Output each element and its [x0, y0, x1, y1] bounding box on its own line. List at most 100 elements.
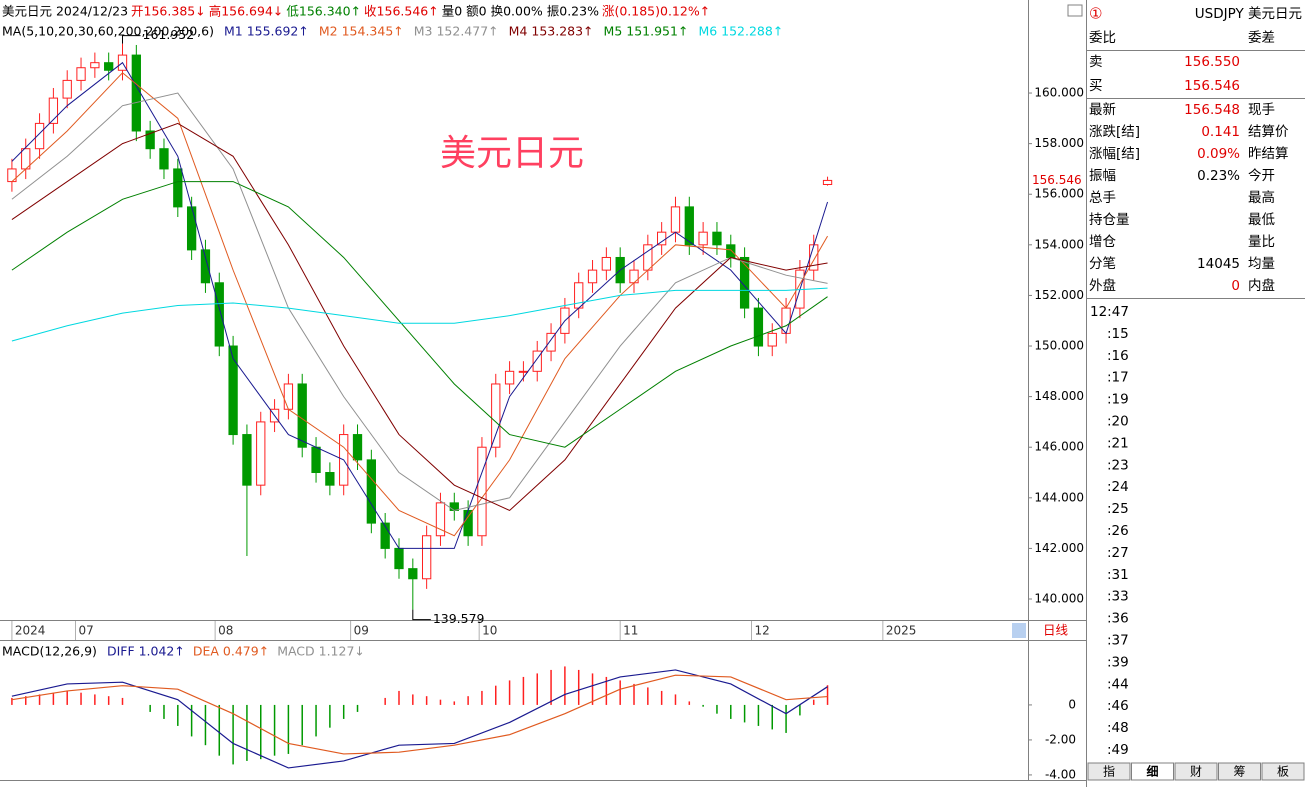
tab[interactable]	[1131, 762, 1174, 781]
row-value: 0	[1231, 278, 1240, 294]
tick-time: :44	[1107, 676, 1129, 692]
row-label: 总手	[1089, 190, 1116, 206]
legend-item: M2 154.345↑	[319, 24, 404, 39]
header-item: 低156.340↑	[286, 4, 361, 19]
row-label: 卖	[1089, 54, 1103, 70]
tab[interactable]	[1261, 762, 1305, 781]
tick-time: :49	[1107, 742, 1129, 758]
tab-label[interactable]: 细	[1146, 764, 1158, 779]
row-label: 昨结算	[1248, 146, 1289, 162]
candle-body	[380, 522, 390, 549]
tab-label[interactable]: 筹	[1233, 765, 1245, 779]
y-tick-label: -4.00	[1045, 767, 1076, 781]
y-tick-label: 160.000	[1034, 86, 1084, 100]
y-tick-label: 154.000	[1034, 237, 1084, 251]
tab-label[interactable]: 指	[1103, 764, 1115, 779]
header-item: 涨(0.185)0.12%↑	[602, 4, 710, 19]
candle-body	[532, 350, 542, 372]
y-tick-label: 156.000	[1034, 187, 1084, 201]
candle-body	[256, 421, 266, 486]
ma-line	[11, 72, 828, 537]
last-price-label: 156.546	[1032, 173, 1082, 187]
x-tick-label: 12	[755, 624, 770, 638]
row-label: 委比	[1089, 30, 1116, 46]
candle-body	[394, 547, 404, 570]
candle-body	[518, 370, 529, 373]
row-label: 均量	[1248, 256, 1275, 272]
candle-body	[684, 206, 694, 246]
row-value: 156.550	[1184, 54, 1240, 70]
tick-time: :23	[1107, 457, 1129, 473]
row-value: 0.141	[1201, 124, 1240, 140]
row-value: 156.548	[1184, 102, 1240, 118]
tick-time: :19	[1107, 392, 1129, 408]
row-label: 结算价	[1248, 124, 1289, 140]
window-button[interactable]	[1067, 4, 1083, 17]
annotation-label: 161.952	[143, 27, 195, 42]
candle-body	[242, 434, 252, 486]
row-value: 14045	[1197, 256, 1240, 272]
ma-line	[11, 92, 828, 511]
y-tick-label: 148.000	[1034, 389, 1084, 403]
tick-time: :48	[1107, 720, 1129, 736]
row-label: 委差	[1248, 30, 1275, 46]
tab[interactable]	[1218, 762, 1261, 781]
candle-body	[159, 148, 169, 170]
candle-body	[90, 62, 100, 69]
candle-body	[200, 249, 211, 284]
row-label: 最高	[1248, 189, 1275, 206]
candle-body	[670, 206, 681, 233]
ma-line	[11, 287, 828, 342]
legend-item: M4 153.283↑	[509, 24, 594, 39]
tick-time: :46	[1107, 698, 1129, 714]
tick-time: :31	[1107, 567, 1129, 583]
annotation-leader	[412, 609, 431, 621]
header-item: 收156.546↑	[364, 4, 439, 19]
candle-body	[698, 231, 708, 246]
candle-body	[587, 269, 598, 284]
tab-label[interactable]: 板	[1277, 765, 1289, 779]
y-tick-label: 150.000	[1034, 339, 1084, 353]
tick-time: :26	[1107, 523, 1129, 539]
symbol: USDJPY 美元日元	[1195, 6, 1302, 22]
candle-body	[753, 307, 764, 347]
header-item: 量0 额0 换0.00% 振0.23%	[442, 4, 599, 19]
annotation-label: 139.579	[433, 611, 485, 626]
tick-time: :24	[1107, 479, 1129, 495]
candle-body	[491, 383, 501, 448]
row-label: 最新	[1089, 102, 1116, 118]
tab[interactable]	[1087, 762, 1131, 781]
tick-time: :15	[1107, 326, 1129, 342]
legend-title: MA(5,10,20,30,60,200,200,200,6)	[2, 24, 214, 39]
scroll-button[interactable]	[1012, 623, 1026, 638]
y-tick-label: -2.00	[1045, 732, 1076, 746]
x-tick-label: 2025	[886, 624, 917, 638]
y-tick-label: 0	[1068, 697, 1076, 711]
candle-body	[574, 282, 584, 309]
candle-body	[173, 168, 183, 208]
candle-body	[76, 67, 86, 81]
row-label: 外盘	[1089, 277, 1116, 294]
candle-body	[352, 434, 363, 461]
tab-label[interactable]: 财	[1190, 765, 1202, 779]
period-tab[interactable]: 日线	[1043, 623, 1069, 638]
row-label: 买	[1089, 78, 1103, 94]
tick-time: :36	[1107, 611, 1129, 627]
watermark: 美元日元	[440, 133, 584, 174]
x-tick-label: 10	[482, 624, 497, 638]
candle-body	[34, 122, 45, 150]
ma-line	[11, 61, 829, 549]
y-tick-label: 152.000	[1034, 288, 1084, 302]
candle-body	[186, 206, 197, 251]
candle-body	[325, 472, 335, 486]
candle-body	[477, 446, 487, 537]
row-label: 现手	[1248, 102, 1275, 118]
tick-time: :33	[1107, 589, 1129, 605]
legend-item: DIFF 1.042↑	[107, 644, 185, 659]
header-item: 开156.385↓	[131, 4, 206, 19]
tab[interactable]	[1174, 762, 1218, 781]
tick-time: :20	[1107, 414, 1129, 430]
